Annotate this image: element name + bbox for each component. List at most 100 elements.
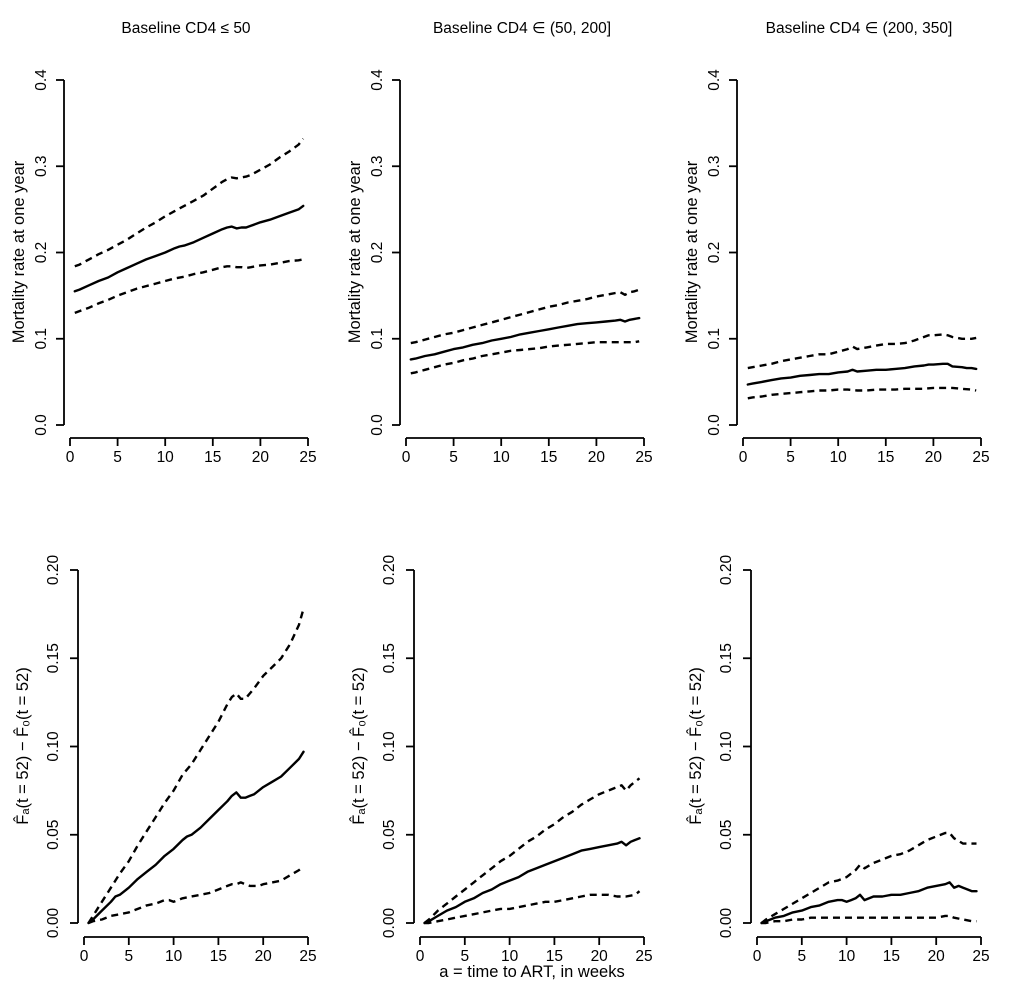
x-tick-label: 0 [416,948,425,965]
y-tick-label: 0.1 [369,328,386,350]
x-tick-label: 25 [635,948,652,965]
series-lower-ci-line [74,258,304,315]
x-tick-label: 15 [210,948,227,965]
y-axis-title: Mortality rate at one year [10,160,28,343]
y-tick-label: 0.05 [45,820,62,850]
x-tick-label: 10 [165,948,183,965]
y-tick-label: 0.3 [369,155,386,177]
series-upper-ci-line [74,137,305,268]
series-lower-ci-line [424,890,641,925]
series-lower-ci-line [761,914,977,925]
y-tick-label: 0.0 [706,414,723,436]
plot-mortality-cd4-50-200: Baseline CD4 ∈ (50, 200] Mortality rate … [346,20,653,466]
panel-riskdiff-cd4-50-200: F̂ₐ(t = 52) − F̂₀(t = 52) a = time to AR… [336,520,672,999]
series-estimate-line [73,204,305,293]
series-lower-ci-line [747,386,977,400]
y-tick-label: 0.0 [369,414,386,436]
series-estimate-line [746,362,978,386]
x-tick-label: 5 [460,948,469,965]
y-tick-label: 0.00 [718,908,735,939]
y-tick-label: 0.10 [718,731,735,762]
panel-mortality-cd4-le-50: Baseline CD4 ≤ 50 Mortality rate at one … [0,0,336,480]
series-estimate-line [760,881,978,925]
x-tick-label: 5 [786,449,795,466]
y-tick-label: 0.15 [381,643,398,673]
y-tick-label: 0.4 [706,69,723,91]
x-tick-label: 0 [80,948,89,965]
x-tick-label: 10 [157,449,175,466]
x-tick-label: 15 [204,449,221,466]
panel-title: Baseline CD4 ∈ (50, 200] [433,20,611,37]
x-tick-label: 0 [66,449,75,466]
x-tick-label: 20 [925,449,943,466]
y-tick-label: 0.10 [45,731,62,762]
x-tick-label: 25 [635,449,652,466]
y-tick-label: 0.15 [45,643,62,673]
x-tick-label: 0 [402,449,411,466]
y-axis-title: F̂ₐ(t = 52) − F̂₀(t = 52) [12,667,32,824]
x-tick-label: 5 [449,449,458,466]
x-tick-label: 5 [113,449,122,466]
x-tick-label: 0 [753,948,762,965]
x-tick-label: 15 [540,449,557,466]
panel-title: Baseline CD4 ≤ 50 [121,20,251,37]
y-axis-title: Mortality rate at one year [346,160,364,343]
x-tick-label: 25 [972,449,989,466]
x-tick-label: 10 [838,948,856,965]
x-tick-label: 5 [797,948,806,965]
y-tick-label: 0.00 [45,908,62,939]
x-tick-label: 25 [299,449,316,466]
y-tick-label: 0.15 [718,643,735,673]
plot-riskdiff-cd4-50-200: F̂ₐ(t = 52) − F̂₀(t = 52) a = time to AR… [348,555,652,981]
panel-mortality-cd4-50-200: Baseline CD4 ∈ (50, 200] Mortality rate … [336,0,672,480]
x-tick-label: 5 [124,948,133,965]
series-upper-ci-line [747,333,977,370]
plot-riskdiff-cd4-le-50: F̂ₐ(t = 52) − F̂₀(t = 52) 0.00 0.05 0.10 0.… [12,555,316,965]
plot-mortality-cd4-le-50: Baseline CD4 ≤ 50 Mortality rate at one … [10,20,317,466]
series-upper-ci-line [87,608,305,924]
x-tick-label: 15 [546,948,563,965]
panel-mortality-cd4-200-350: Baseline CD4 ∈ (200, 350] Mortality rate… [673,0,1009,480]
y-tick-label: 0.4 [33,69,50,91]
x-tick-label: 10 [501,948,519,965]
series-upper-ci-line [410,288,640,345]
series-estimate-line [423,837,641,925]
x-tick-label: 15 [883,948,900,965]
y-tick-label: 0.3 [706,155,723,177]
y-tick-label: 0.1 [33,328,50,350]
y-tick-label: 0.0 [33,414,50,436]
plot-mortality-cd4-200-350: Baseline CD4 ∈ (200, 350] Mortality rate… [683,20,990,466]
x-tick-label: 20 [928,948,946,965]
x-tick-label: 10 [830,449,848,466]
y-tick-label: 0.20 [718,555,735,586]
y-axis-title: F̂ₐ(t = 52) − F̂₀(t = 52) [685,667,705,824]
panel-riskdiff-cd4-le-50: F̂ₐ(t = 52) − F̂₀(t = 52) 0.00 0.05 0.10 0.… [0,520,336,999]
x-tick-label: 20 [252,449,270,466]
y-tick-label: 0.05 [381,820,398,850]
plot-riskdiff-cd4-200-350: F̂ₐ(t = 52) − F̂₀(t = 52) 0.00 0.05 0.10 0.… [685,555,989,965]
x-tick-label: 0 [739,449,748,466]
y-tick-label: 0.20 [45,555,62,586]
series-estimate-line [87,750,305,925]
x-tick-label: 25 [299,948,316,965]
panel-riskdiff-cd4-200-350: F̂ₐ(t = 52) − F̂₀(t = 52) 0.00 0.05 0.10 0.… [673,520,1009,999]
x-tick-label: 20 [588,449,606,466]
y-tick-label: 0.1 [706,328,723,350]
series-upper-ci-line [423,777,641,924]
y-tick-label: 0.05 [718,820,735,850]
x-tick-label: 25 [972,948,989,965]
y-tick-label: 0.2 [369,242,386,264]
x-tick-label: 20 [255,948,273,965]
y-tick-label: 0.2 [706,242,723,264]
series-lower-ci-line [410,340,640,375]
x-tick-label: 10 [493,449,511,466]
y-tick-label: 0.4 [369,69,386,91]
y-axis-title: Mortality rate at one year [683,160,701,343]
y-tick-label: 0.2 [33,242,50,264]
x-tick-label: 20 [591,948,609,965]
x-tick-label: 15 [877,449,894,466]
y-tick-label: 0.3 [33,155,50,177]
y-tick-label: 0.20 [381,555,398,586]
series-estimate-line [409,316,641,361]
